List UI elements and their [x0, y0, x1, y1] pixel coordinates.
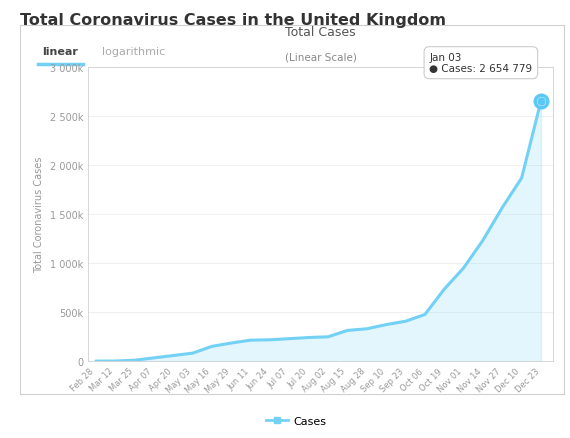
Text: logarithmic: logarithmic	[101, 46, 165, 57]
Y-axis label: Total Coronavirus Cases: Total Coronavirus Cases	[34, 156, 44, 273]
Text: (Linear Scale): (Linear Scale)	[284, 52, 357, 62]
Text: Jan 03
● Cases: 2 654 779: Jan 03 ● Cases: 2 654 779	[429, 53, 532, 74]
Text: linear: linear	[42, 46, 78, 57]
Text: Total Cases: Total Cases	[286, 25, 356, 39]
Legend: Cases: Cases	[262, 411, 331, 430]
Text: Total Coronavirus Cases in the United Kingdom: Total Coronavirus Cases in the United Ki…	[20, 13, 446, 28]
